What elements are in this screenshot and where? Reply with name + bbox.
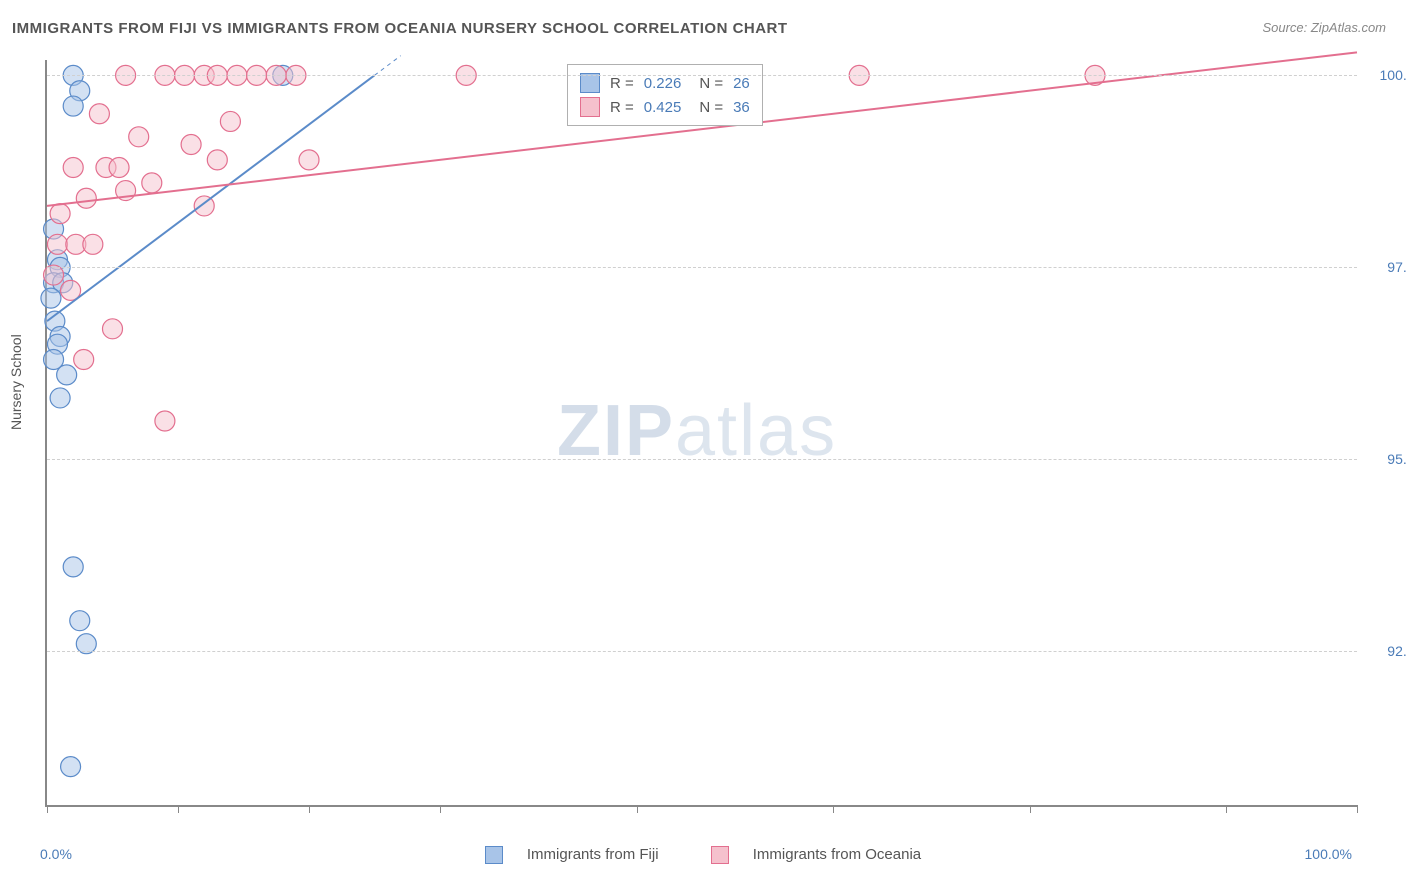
y-tick-label: 97.5% <box>1387 259 1406 275</box>
plot-area: ZIPatlas R = 0.226 N = 26 R = 0.425 N = … <box>45 60 1357 807</box>
legend-swatch-oceania <box>711 846 729 864</box>
stats-legend-box: R = 0.226 N = 26 R = 0.425 N = 36 <box>567 64 763 126</box>
chart-container: IMMIGRANTS FROM FIJI VS IMMIGRANTS FROM … <box>0 0 1406 892</box>
y-tick-label: 92.5% <box>1387 643 1406 659</box>
n-value-oceania: 36 <box>733 99 750 116</box>
plot-svg <box>47 60 1357 805</box>
r-value-oceania: 0.425 <box>644 99 682 116</box>
y-tick-label: 95.0% <box>1387 451 1406 467</box>
r-value-fiji: 0.226 <box>644 75 682 92</box>
stats-row-2: R = 0.425 N = 36 <box>580 95 750 119</box>
n-value-fiji: 26 <box>733 75 750 92</box>
legend-item-fiji: Immigrants from Fiji <box>473 846 675 863</box>
stats-swatch-oceania <box>580 97 600 117</box>
legend-swatch-fiji <box>485 846 503 864</box>
legend-bottom: Immigrants from Fiji Immigrants from Oce… <box>0 846 1406 864</box>
chart-title: IMMIGRANTS FROM FIJI VS IMMIGRANTS FROM … <box>12 20 788 37</box>
y-tick-label: 100.0% <box>1380 67 1406 83</box>
legend-item-oceania: Immigrants from Oceania <box>699 846 933 863</box>
source-label: Source: ZipAtlas.com <box>1262 20 1386 35</box>
y-axis-label: Nursery School <box>8 334 24 430</box>
